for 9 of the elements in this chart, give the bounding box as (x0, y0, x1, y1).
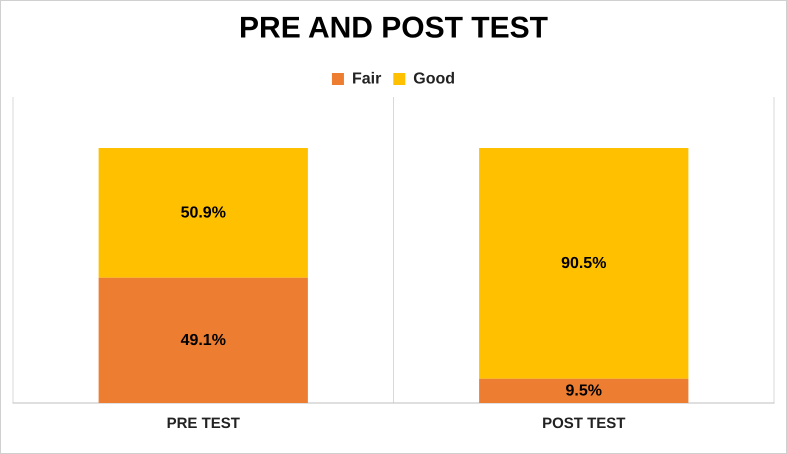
data-label: 50.9% (180, 204, 226, 222)
data-label: 90.5% (561, 254, 606, 272)
x-tick-label: PRE TEST (166, 415, 240, 432)
data-label: 49.1% (180, 332, 226, 349)
data-label: 9.5% (566, 382, 602, 400)
legend-label: Fair (352, 70, 382, 88)
chart-title: PRE AND POST TEST (239, 11, 548, 44)
x-tick-label: POST TEST (542, 415, 626, 432)
legend-label: Good (413, 70, 456, 88)
